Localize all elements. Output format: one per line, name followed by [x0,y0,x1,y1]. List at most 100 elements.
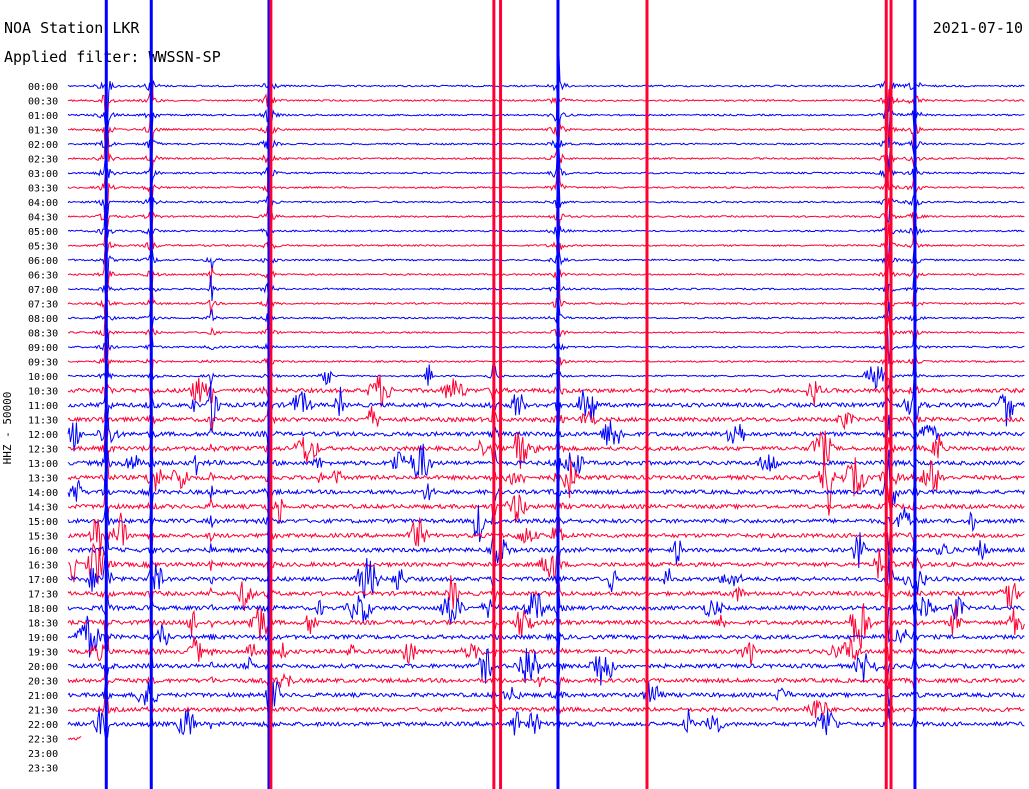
seismic-trace [67,221,1025,266]
filter-subtitle: Applied filter: WWSSN-SP [4,48,221,66]
seismic-trace [67,110,1025,178]
seismic-trace [67,378,1025,433]
seismic-trace [67,588,1025,626]
date-label: 2021-07-10 [932,19,1023,37]
seismic-trace [67,130,1025,188]
time-tick-label: 10:30 [28,387,58,398]
seismic-trace [67,528,1025,569]
time-tick-label: 10:00 [28,372,58,383]
time-tick-label: 05:30 [28,242,58,253]
seismic-trace [67,258,1025,310]
time-tick-label: 16:30 [28,561,58,572]
time-tick-label: 06:00 [28,256,58,267]
seismic-trace [67,692,1025,723]
seismic-trace [67,49,1025,128]
seismic-trace [67,402,1025,441]
time-tick-label: 09:30 [28,358,58,369]
seismic-trace [67,74,1025,137]
seismic-trace [67,632,1025,665]
time-tick-label: 17:00 [28,575,58,586]
time-tick-label: 15:30 [28,532,58,543]
time-tick-label: 02:00 [28,140,58,151]
station-title: NOA Station LKR [4,19,140,37]
seismic-trace [67,575,1025,612]
time-tick-label: 23:00 [28,749,58,760]
seismic-trace [67,485,1025,524]
time-tick-label: 08:30 [28,329,58,340]
time-tick-label: 00:30 [28,97,58,108]
tick-label-group: 00:00 00:30 01:00 01:30 02:00 02:30 03:00 03:30… [28,82,58,775]
seismic-trace [67,708,1025,738]
time-tick-label: 02:30 [28,155,58,166]
seismic-trace [67,553,1025,599]
time-tick-label: 23:30 [28,764,58,775]
seismic-trace [67,504,1025,543]
seismic-trace [67,190,1025,240]
seismic-trace [67,232,1025,284]
time-tick-label: 09:00 [28,343,58,354]
time-tick-label: 20:00 [28,662,58,673]
seismic-trace [67,169,1025,227]
seismic-trace [67,336,1025,387]
time-tick-label: 16:00 [28,546,58,557]
time-tick-label: 07:00 [28,285,58,296]
seismic-trace [67,440,1025,484]
seismic-trace [67,205,1025,262]
time-tick-label: 06:30 [28,271,58,282]
seismic-trace [67,411,1025,455]
seismic-trace [67,459,1025,511]
time-tick-label: 19:30 [28,648,58,659]
seismic-trace [67,665,1025,698]
time-tick-label: 13:30 [28,474,58,485]
seismic-trace [67,78,1025,148]
time-tick-label: 11:00 [28,401,58,412]
time-tick-label: 01:30 [28,126,58,137]
time-tick-label: 03:00 [28,169,58,180]
seismic-trace [67,107,1025,165]
time-tick-label: 14:30 [28,503,58,514]
time-tick-label: 14:00 [28,488,58,499]
time-tick-label: 18:30 [28,619,58,630]
seismic-trace [67,363,1025,409]
seismic-trace [67,542,1025,585]
seismic-trace [67,312,1025,360]
seismic-trace [67,427,1025,469]
time-tick-label: 22:30 [28,735,58,746]
seismic-trace [67,648,1025,686]
seismic-trace [67,603,1025,649]
time-tick-label: 17:30 [28,590,58,601]
time-tick-label: 22:00 [28,720,58,731]
time-tick-label: 04:00 [28,198,58,209]
seismic-trace [67,328,1025,364]
seismic-trace [67,451,1025,516]
time-tick-label: 08:00 [28,314,58,325]
time-tick-label: 11:30 [28,416,58,427]
seismic-trace [67,357,1025,396]
seismic-trace [67,499,1025,557]
time-tick-label: 21:00 [28,691,58,702]
time-tick-label: 12:00 [28,430,58,441]
time-tick-label: 12:30 [28,445,58,456]
time-tick-label: 03:30 [28,184,58,195]
seismic-trace [67,274,1025,323]
time-tick-label: 04:30 [28,213,58,224]
seismic-trace [67,736,82,741]
time-tick-label: 18:00 [28,604,58,615]
time-tick-label: 15:00 [28,517,58,528]
seismic-trace [67,289,1025,334]
time-tick-label: 05:00 [28,227,58,238]
seismic-trace [67,155,1025,214]
time-tick-label: 19:00 [28,633,58,644]
time-tick-label: 20:30 [28,677,58,688]
seismic-trace [67,246,1025,294]
seismic-trace [67,615,1025,658]
time-tick-label: 01:00 [28,111,58,122]
time-tick-label: 00:00 [28,82,58,93]
time-tick-label: 21:30 [28,706,58,717]
trace-group [67,0,1025,789]
seismic-trace [67,140,1025,191]
seismic-trace [67,673,1025,719]
y-axis-label: HHZ - 50000 [1,392,14,465]
time-tick-label: 13:00 [28,459,58,470]
